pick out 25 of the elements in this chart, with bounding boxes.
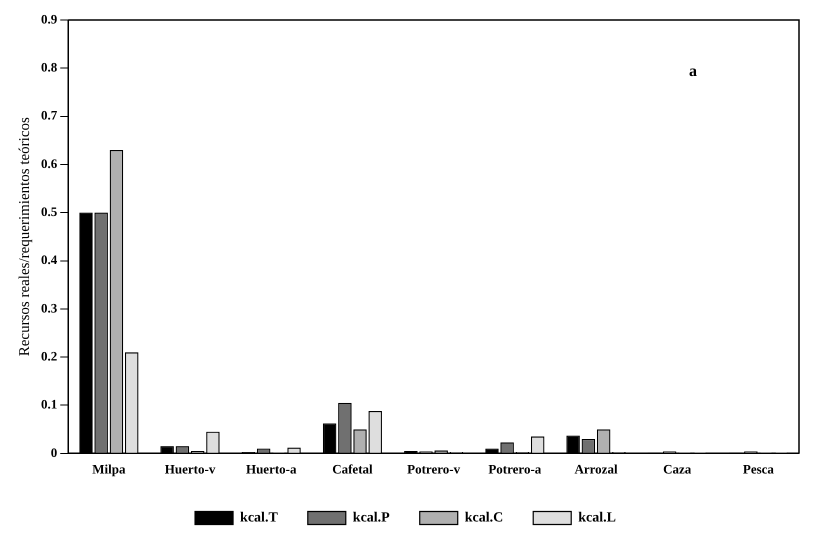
x-tick-label: Huerto-a xyxy=(246,462,298,477)
legend-label: kcal.P xyxy=(352,510,390,526)
y-tick-label: 0.2 xyxy=(41,348,58,364)
y-tick-label: 0.3 xyxy=(41,300,58,316)
x-tick-label: Huerto-v xyxy=(164,462,216,477)
y-tick-label: 0.9 xyxy=(41,11,58,26)
x-tick-label: Cafetal xyxy=(332,462,374,477)
legend-label: kcal.T xyxy=(240,510,278,526)
legend-label: kcal.L xyxy=(578,510,616,526)
x-tick-label: Potrero-a xyxy=(488,462,542,477)
y-tick-label: 0.8 xyxy=(41,60,58,75)
x-tick-label: Pesca xyxy=(742,462,774,477)
y-tick-label: 0.7 xyxy=(41,108,58,123)
y-tick-label: 0.1 xyxy=(41,396,58,412)
x-tick-label: Caza xyxy=(663,462,692,477)
y-tick-label: 0.4 xyxy=(41,252,58,268)
y-tick-label: 0 xyxy=(50,444,58,460)
annotation: a xyxy=(689,63,698,80)
y-tick-label: 0.5 xyxy=(41,204,58,219)
x-tick-label: Potrero-v xyxy=(407,462,461,477)
x-tick-label: Arrozal xyxy=(574,462,618,477)
legend-label: kcal.C xyxy=(464,510,504,526)
y-axis-title: Recursos reales/requerimientos teóricos xyxy=(16,117,33,356)
x-tick-label: Milpa xyxy=(92,462,126,477)
y-tick-label: 0.6 xyxy=(41,156,58,171)
